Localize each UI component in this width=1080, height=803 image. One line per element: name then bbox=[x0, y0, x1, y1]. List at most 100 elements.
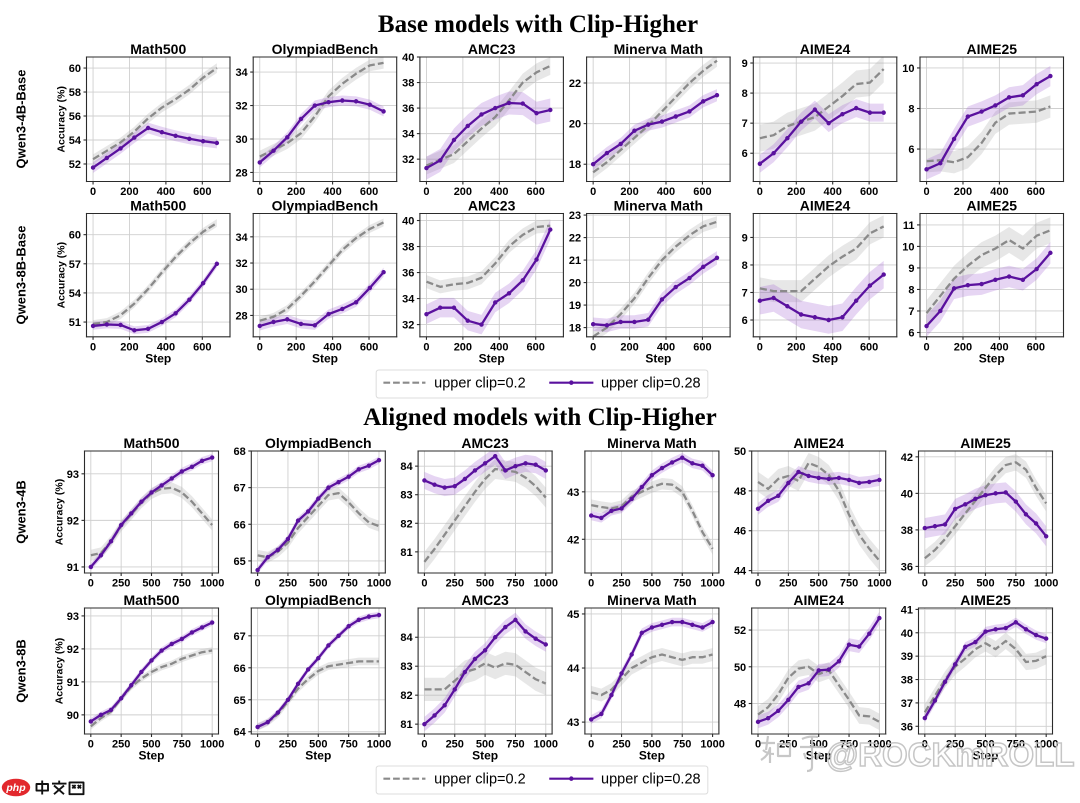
svg-text:22: 22 bbox=[569, 78, 581, 90]
svg-text:6: 6 bbox=[742, 148, 748, 160]
svg-text:AMC23: AMC23 bbox=[468, 41, 516, 57]
svg-text:68: 68 bbox=[234, 446, 246, 458]
svg-text:38: 38 bbox=[402, 78, 414, 90]
svg-text:Step: Step bbox=[305, 748, 331, 762]
svg-text:250: 250 bbox=[446, 577, 464, 589]
svg-text:39: 39 bbox=[901, 651, 913, 663]
svg-text:8: 8 bbox=[742, 88, 748, 100]
svg-text:11: 11 bbox=[903, 220, 915, 232]
svg-text:7: 7 bbox=[742, 118, 748, 130]
svg-text:8: 8 bbox=[908, 103, 914, 115]
svg-text:0: 0 bbox=[588, 738, 594, 750]
svg-text:40: 40 bbox=[402, 216, 414, 228]
svg-text:18: 18 bbox=[569, 159, 581, 171]
svg-text:28: 28 bbox=[235, 167, 247, 179]
svg-text:250: 250 bbox=[112, 577, 130, 589]
svg-text:66: 66 bbox=[234, 519, 246, 531]
svg-text:250: 250 bbox=[112, 738, 130, 750]
svg-text:750: 750 bbox=[506, 738, 524, 750]
svg-text:32: 32 bbox=[402, 320, 414, 332]
svg-text:65: 65 bbox=[234, 695, 246, 707]
svg-text:AMC23: AMC23 bbox=[468, 198, 516, 214]
svg-text:67: 67 bbox=[234, 631, 246, 643]
svg-text:84: 84 bbox=[400, 632, 413, 644]
svg-text:92: 92 bbox=[67, 644, 79, 656]
svg-text:200: 200 bbox=[620, 341, 638, 353]
svg-text:9: 9 bbox=[742, 58, 748, 70]
svg-text:84: 84 bbox=[400, 461, 413, 473]
svg-text:250: 250 bbox=[612, 738, 630, 750]
svg-text:34: 34 bbox=[402, 129, 415, 141]
svg-text:Step: Step bbox=[138, 748, 164, 762]
svg-text:500: 500 bbox=[643, 738, 661, 750]
svg-text:0: 0 bbox=[923, 186, 929, 198]
svg-text:250: 250 bbox=[612, 577, 630, 589]
svg-text:6: 6 bbox=[908, 144, 914, 156]
svg-text:600: 600 bbox=[360, 186, 378, 198]
svg-text:400: 400 bbox=[490, 186, 508, 198]
svg-text:400: 400 bbox=[490, 341, 508, 353]
svg-text:600: 600 bbox=[193, 341, 211, 353]
svg-text:34: 34 bbox=[235, 67, 248, 79]
svg-text:OlympiadBench: OlympiadBench bbox=[265, 435, 372, 451]
svg-text:93: 93 bbox=[67, 469, 79, 481]
svg-text:60: 60 bbox=[69, 230, 81, 242]
svg-text:Accuracy (%): Accuracy (%) bbox=[56, 86, 68, 153]
svg-text:7: 7 bbox=[742, 287, 748, 299]
svg-text:200: 200 bbox=[787, 186, 805, 198]
svg-text:500: 500 bbox=[643, 577, 661, 589]
svg-text:Step: Step bbox=[479, 351, 505, 365]
svg-text:38: 38 bbox=[402, 242, 414, 254]
svg-text:1000: 1000 bbox=[1034, 577, 1058, 589]
svg-text:AIME24: AIME24 bbox=[793, 592, 844, 608]
svg-text:250: 250 bbox=[946, 738, 964, 750]
svg-text:8: 8 bbox=[908, 284, 914, 296]
svg-text:400: 400 bbox=[824, 186, 842, 198]
svg-text:43: 43 bbox=[567, 717, 579, 729]
svg-text:36: 36 bbox=[402, 103, 414, 115]
svg-text:44: 44 bbox=[567, 663, 580, 675]
svg-text:AMC23: AMC23 bbox=[461, 592, 509, 608]
svg-text:93: 93 bbox=[67, 611, 79, 623]
svg-text:7: 7 bbox=[908, 306, 914, 318]
svg-text:Step: Step bbox=[812, 351, 838, 365]
svg-text:600: 600 bbox=[193, 186, 211, 198]
svg-text:600: 600 bbox=[1027, 341, 1045, 353]
svg-text:400: 400 bbox=[824, 341, 842, 353]
svg-text:21: 21 bbox=[569, 255, 581, 267]
svg-text:0: 0 bbox=[255, 738, 261, 750]
svg-text:400: 400 bbox=[990, 186, 1008, 198]
svg-text:Step: Step bbox=[645, 351, 671, 365]
svg-text:1000: 1000 bbox=[200, 577, 224, 589]
svg-text:600: 600 bbox=[693, 186, 711, 198]
svg-text:37: 37 bbox=[901, 698, 913, 710]
svg-text:30: 30 bbox=[235, 134, 247, 146]
svg-text:Step: Step bbox=[972, 748, 998, 762]
svg-text:54: 54 bbox=[69, 288, 82, 300]
svg-text:52: 52 bbox=[69, 159, 81, 171]
svg-text:0: 0 bbox=[257, 186, 263, 198]
svg-text:46: 46 bbox=[734, 526, 746, 538]
svg-text:500: 500 bbox=[810, 577, 828, 589]
svg-text:22: 22 bbox=[569, 233, 581, 245]
svg-text:38: 38 bbox=[901, 525, 913, 537]
svg-text:600: 600 bbox=[860, 186, 878, 198]
svg-text:0: 0 bbox=[421, 577, 427, 589]
svg-text:1000: 1000 bbox=[867, 738, 891, 750]
svg-text:45: 45 bbox=[567, 609, 579, 621]
svg-text:upper clip=0.28: upper clip=0.28 bbox=[601, 376, 701, 392]
svg-text:Qwen3-8B-Base: Qwen3-8B-Base bbox=[13, 226, 28, 325]
svg-text:50: 50 bbox=[734, 446, 746, 458]
svg-text:500: 500 bbox=[142, 738, 160, 750]
svg-text:Step: Step bbox=[472, 748, 498, 762]
svg-text:250: 250 bbox=[279, 738, 297, 750]
svg-text:upper clip=0.2: upper clip=0.2 bbox=[434, 772, 525, 788]
svg-text:750: 750 bbox=[506, 577, 524, 589]
svg-text:200: 200 bbox=[620, 186, 638, 198]
svg-text:91: 91 bbox=[67, 677, 79, 689]
svg-text:500: 500 bbox=[476, 738, 494, 750]
svg-text:250: 250 bbox=[446, 738, 464, 750]
svg-text:500: 500 bbox=[476, 577, 494, 589]
svg-text:200: 200 bbox=[287, 186, 305, 198]
svg-text:44: 44 bbox=[734, 566, 747, 578]
